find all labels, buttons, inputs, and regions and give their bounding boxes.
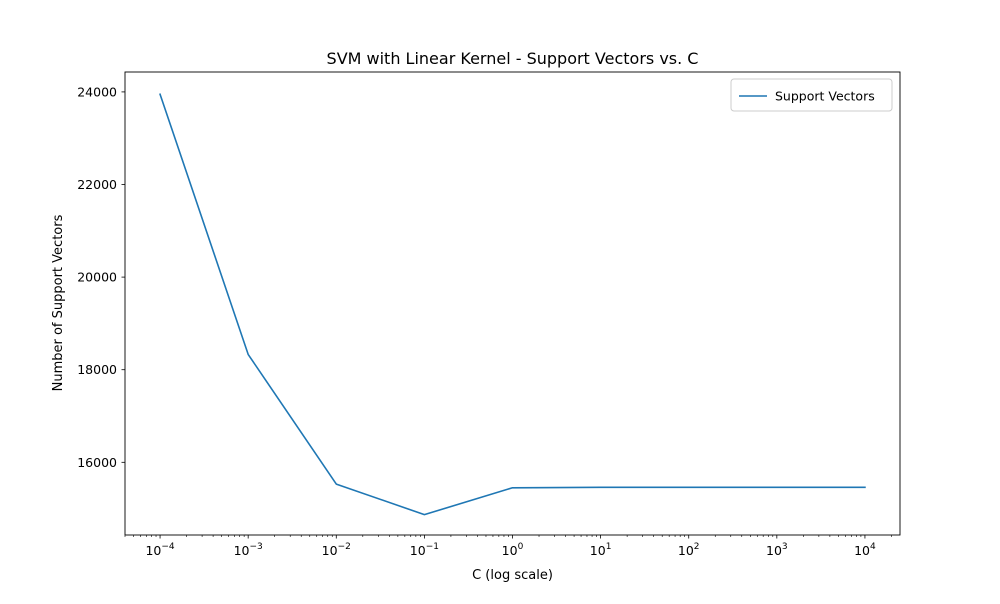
x-tick-label: 10−4 <box>145 542 174 558</box>
plot-frame <box>124 71 901 536</box>
y-tick-label: 24000 <box>77 84 117 99</box>
y-tick-label: 16000 <box>77 455 117 470</box>
x-tick-label: 104 <box>854 542 876 558</box>
chart-title: SVM with Linear Kernel - Support Vectors… <box>327 49 699 68</box>
x-tick-label: 102 <box>678 542 700 558</box>
x-tick-label: 100 <box>502 542 524 558</box>
x-tick-label: 10−3 <box>234 542 263 558</box>
y-axis-label: Number of Support Vectors <box>51 214 66 391</box>
x-tick-label: 10−1 <box>410 542 439 558</box>
y-tick-label: 22000 <box>77 177 117 192</box>
x-tick-label: 103 <box>766 542 788 558</box>
y-tick-label: 18000 <box>77 362 117 377</box>
x-axis-label: C (log scale) <box>472 568 553 583</box>
legend-box <box>730 78 893 112</box>
y-tick-label: 20000 <box>77 270 117 285</box>
series-line-support-vectors <box>159 93 866 516</box>
legend-label: Support Vectors <box>775 89 875 104</box>
x-tick-label: 10−2 <box>322 542 351 558</box>
x-tick-label: 101 <box>590 542 612 558</box>
